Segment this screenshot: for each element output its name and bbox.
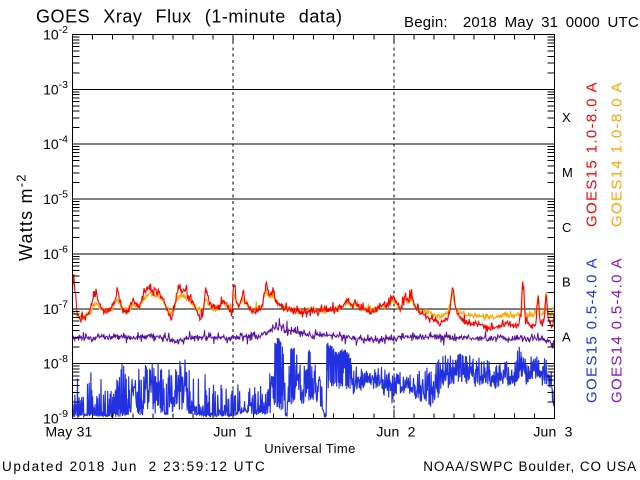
svg-text:Begin: 2018 May 31 0000 UTC: Begin: 2018 May 31 0000 UTC <box>404 14 639 31</box>
svg-text:GOES Xray Flux (1-minute data): GOES Xray Flux (1-minute data) <box>36 7 343 27</box>
svg-text:GOES14 0.5-4.0 A: GOES14 0.5-4.0 A <box>609 257 626 403</box>
svg-text:GOES15 1.0-8.0 A: GOES15 1.0-8.0 A <box>584 81 601 227</box>
svg-text:Jun 3: Jun 3 <box>533 424 572 440</box>
svg-text:M: M <box>562 165 573 180</box>
svg-text:GOES14 1.0-8.0 A: GOES14 1.0-8.0 A <box>609 81 626 227</box>
svg-text:NOAA/SWPC Boulder, CO USA: NOAA/SWPC Boulder, CO USA <box>423 459 637 474</box>
svg-text:May 31: May 31 <box>45 424 92 440</box>
svg-text:B: B <box>562 275 571 290</box>
svg-text:Updated 2018 Jun 2 23:59:12 U: Updated 2018 Jun 2 23:59:12 UTC <box>2 459 266 474</box>
svg-text:A: A <box>562 330 571 345</box>
svg-text:C: C <box>562 220 571 235</box>
svg-text:Jun 2: Jun 2 <box>376 424 415 440</box>
svg-text:Jun 1: Jun 1 <box>213 424 252 440</box>
svg-text:Universal Time: Universal Time <box>264 441 356 456</box>
svg-text:Watts m-2: Watts m-2 <box>14 173 37 261</box>
svg-text:X: X <box>562 110 571 125</box>
svg-text:GOES15 0.5-4.0 A: GOES15 0.5-4.0 A <box>584 257 601 403</box>
